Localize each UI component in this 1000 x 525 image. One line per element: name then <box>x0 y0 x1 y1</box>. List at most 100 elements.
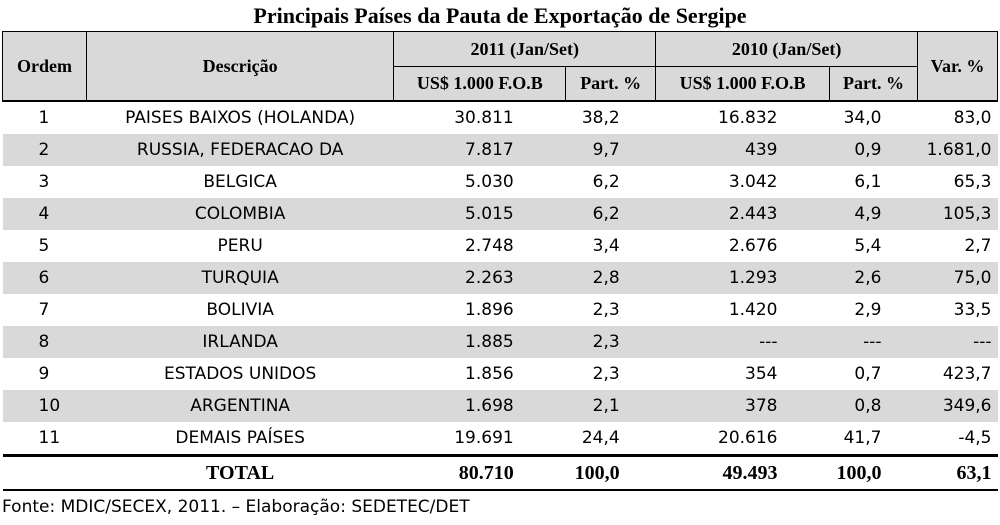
cell-value-2011: 1.856 <box>465 364 514 384</box>
table-row: 1 PAISES BAIXOS (HOLANDA) 30.811 38,2 16.832… <box>2 100 998 134</box>
total-row: TOTAL 80.710 100,0 49.493 100,0 63,1 <box>2 454 998 491</box>
cell-part-2011: 3,4 <box>592 236 620 256</box>
cell-part-2010: 6,1 <box>854 172 882 192</box>
cell-descricao: BOLIVIA <box>206 300 274 320</box>
source-note: Fonte: MDIC/SECEX, 2011. – Elaboração: S… <box>2 497 470 517</box>
cell-part-2010: 2,6 <box>829 262 918 294</box>
cell-value-2010: 439 <box>655 134 830 166</box>
cell-value-2011: 2.263 <box>393 262 566 294</box>
cell-ordem: 7 <box>38 300 50 320</box>
cell-descricao: RUSSIA, FEDERACAO DA <box>86 134 394 166</box>
cell-ordem: 1 <box>2 100 87 134</box>
table-row: 8 IRLANDA 1.885 2,3 --- --- --- <box>2 326 998 358</box>
cell-var: -4,5 <box>958 428 992 448</box>
cell-value-2011: 2.748 <box>465 236 514 256</box>
cell-ordem: 8 <box>2 326 87 358</box>
cell-part-2010: 0,9 <box>829 134 918 166</box>
cell-part-2011: 2,1 <box>565 390 656 422</box>
cell-part-2011: 9,7 <box>565 134 656 166</box>
cell-part-2010: 4,9 <box>829 198 918 230</box>
header-var: Var. % <box>916 31 999 102</box>
cell-ordem: 2 <box>2 134 87 166</box>
cell-var: 105,3 <box>917 198 998 230</box>
total-label: TOTAL <box>86 454 394 491</box>
cell-var: 83,0 <box>917 100 998 134</box>
cell-value-2010: --- <box>655 326 830 358</box>
cell-var: 33,5 <box>953 300 992 320</box>
table-row: 6 TURQUIA 2.263 2,8 1.293 2,6 75,0 <box>2 262 998 294</box>
cell-var: --- <box>917 326 998 358</box>
cell-value-2010: 16.832 <box>655 100 830 134</box>
total-ordem <box>2 454 87 491</box>
header-part-2011: Part. % <box>565 66 657 102</box>
total-part-2011: 100,0 <box>565 454 656 491</box>
cell-part-2010: --- <box>829 326 918 358</box>
cell-part-2010: 41,7 <box>843 428 882 448</box>
cell-value-2011: 1.885 <box>393 326 566 358</box>
cell-part-2011: 2,3 <box>592 364 620 384</box>
cell-part-2010: 0,7 <box>854 364 882 384</box>
cell-part-2011: 24,4 <box>581 428 620 448</box>
cell-ordem: 10 <box>2 390 87 422</box>
cell-descricao: PAISES BAIXOS (HOLANDA) <box>86 100 394 134</box>
cell-value-2010: 354 <box>745 364 778 384</box>
total-value-2010: 49.493 <box>655 454 830 491</box>
cell-ordem: 3 <box>38 172 50 192</box>
header-value-2011: US$ 1.000 F.O.B <box>393 66 567 102</box>
table-row: 11 DEMAIS PAÍSES 19.691 24,4 20.616 41,7 -4,5 <box>3 422 998 456</box>
cell-part-2010: 5,4 <box>854 236 882 256</box>
header-descricao: Descrição <box>85 31 395 102</box>
table-row: 7 BOLIVIA 1.896 2,3 1.420 2,9 33,5 <box>3 294 998 326</box>
total-part-2010: 100,0 <box>829 454 918 491</box>
cell-var: 75,0 <box>917 262 998 294</box>
cell-part-2010: 2,9 <box>854 300 882 320</box>
cell-descricao: ARGENTINA <box>86 390 394 422</box>
cell-ordem: 4 <box>2 198 87 230</box>
table-row: 10 ARGENTINA 1.698 2,1 378 0,8 349,6 <box>2 390 998 422</box>
cell-ordem: 9 <box>38 364 50 384</box>
table-title: Principais Países da Pauta de Exportação… <box>253 3 747 28</box>
cell-part-2011: 2,3 <box>565 326 656 358</box>
cell-value-2011: 5.015 <box>393 198 566 230</box>
cell-value-2011: 1.896 <box>465 300 514 320</box>
cell-value-2010: 1.293 <box>655 262 830 294</box>
cell-var: 349,6 <box>917 390 998 422</box>
cell-var: 2,7 <box>964 236 992 256</box>
cell-descricao: PERU <box>217 236 263 256</box>
header-value-2010: US$ 1.000 F.O.B <box>655 66 830 102</box>
cell-ordem: 6 <box>2 262 87 294</box>
table-row: 9 ESTADOS UNIDOS 1.856 2,3 354 0,7 423,7 <box>3 358 998 390</box>
export-table: Ordem Descrição 2011 (Jan/Set) 2010 (Jan… <box>2 31 999 491</box>
cell-value-2010: 378 <box>655 390 830 422</box>
header-period-2010: 2010 (Jan/Set) <box>655 31 918 67</box>
cell-var: 1.681,0 <box>917 134 998 166</box>
table-body: 1 PAISES BAIXOS (HOLANDA) 30.811 38,2 16.832… <box>2 100 998 491</box>
cell-value-2010: 2.443 <box>655 198 830 230</box>
cell-part-2011: 6,2 <box>592 172 620 192</box>
cell-value-2010: 20.616 <box>718 428 778 448</box>
cell-descricao: TURQUIA <box>86 262 394 294</box>
header-period-2011: 2011 (Jan/Set) <box>393 31 657 67</box>
table-row: 3 BELGICA 5.030 6,2 3.042 6,1 65,3 <box>3 166 998 198</box>
cell-descricao: COLOMBIA <box>86 198 394 230</box>
cell-value-2011: 5.030 <box>465 172 514 192</box>
total-value-2011: 80.710 <box>393 454 566 491</box>
table-header: Ordem Descrição 2011 (Jan/Set) 2010 (Jan… <box>2 31 999 102</box>
cell-var: 423,7 <box>942 364 992 384</box>
table-row: 2 RUSSIA, FEDERACAO DA 7.817 9,7 439 0,9 1.681… <box>2 134 998 166</box>
cell-part-2011: 38,2 <box>565 100 656 134</box>
total-var: 63,1 <box>917 454 998 491</box>
cell-descricao: ESTADOS UNIDOS <box>163 364 317 384</box>
cell-descricao: BELGICA <box>203 172 277 192</box>
cell-value-2010: 3.042 <box>728 172 778 192</box>
header-ordem: Ordem <box>2 31 87 102</box>
cell-ordem: 11 <box>38 428 61 448</box>
table-row: 5 PERU 2.748 3,4 2.676 5,4 2,7 <box>3 230 998 262</box>
cell-value-2011: 30.811 <box>393 100 566 134</box>
cell-descricao: DEMAIS PAÍSES <box>175 428 305 448</box>
cell-part-2011: 2,8 <box>565 262 656 294</box>
cell-value-2010: 2.676 <box>728 236 778 256</box>
cell-ordem: 5 <box>38 236 50 256</box>
cell-value-2011: 7.817 <box>393 134 566 166</box>
cell-part-2011: 2,3 <box>592 300 620 320</box>
